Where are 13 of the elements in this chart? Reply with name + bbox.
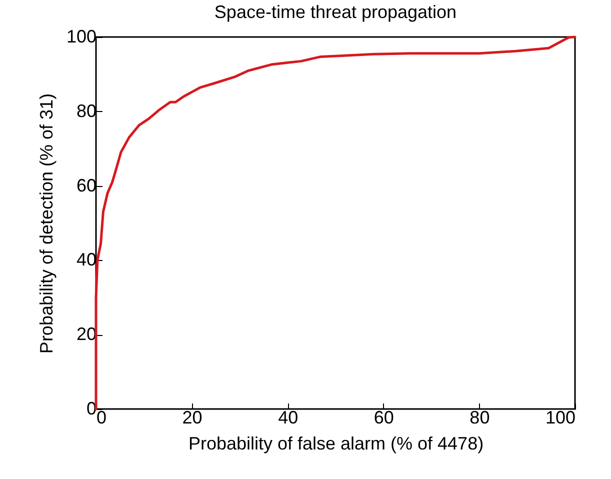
y-axis-title: Probability of detection (% of 31) (36, 93, 56, 354)
line-series (94, 36, 576, 410)
y-tick-label: 100 (66, 26, 96, 46)
y-tick-label: 60 (76, 175, 96, 196)
y-tick-label: 40 (76, 250, 96, 270)
chart-title: Space-time threat propagation (214, 2, 457, 22)
y-tick-label: 80 (76, 100, 96, 121)
x-axis-title: Probability of false alarm (% of 4478) (188, 434, 484, 454)
x-tick-label: 40 (278, 408, 298, 428)
x-tick-label: 20 (182, 408, 202, 428)
x-tick-label: 100 (545, 408, 576, 428)
x-tick-label: 80 (470, 408, 490, 428)
x-tick-label: 60 (374, 408, 394, 428)
